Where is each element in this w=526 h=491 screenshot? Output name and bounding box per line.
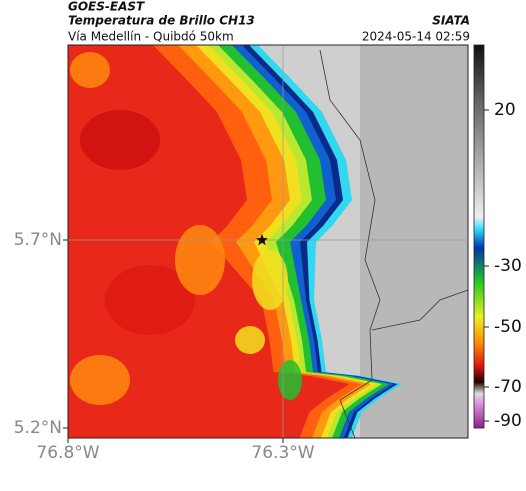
cloud-blob bbox=[80, 110, 160, 170]
lon-label: 76.3°W bbox=[251, 443, 314, 463]
cloud-blob bbox=[70, 52, 110, 88]
cloud-blob bbox=[252, 250, 288, 310]
lat-label: 5.2°N bbox=[14, 418, 62, 438]
title: GOES-EAST bbox=[68, 0, 145, 14]
cloud-blob bbox=[70, 355, 130, 405]
lat-label: 5.7°N bbox=[14, 230, 62, 250]
cloud-blob bbox=[235, 326, 265, 354]
colorbar-tick-label: -70 bbox=[494, 377, 522, 397]
colorbar-tick-label: -50 bbox=[494, 317, 522, 337]
map-area bbox=[68, 45, 468, 438]
colorbar bbox=[473, 44, 485, 429]
admin-border bbox=[319, 49, 381, 438]
location: Vía Medellín - Quibdó 50km bbox=[68, 30, 234, 44]
terrain bbox=[360, 45, 468, 438]
colorbar-tick-label: 20 bbox=[494, 100, 516, 120]
cloud-blob bbox=[278, 360, 302, 400]
colorbar-tick-label: -90 bbox=[494, 411, 522, 431]
subtitle: Temperatura de Brillo CH13 bbox=[68, 14, 255, 28]
colorbar-tick-label: -30 bbox=[494, 256, 522, 276]
brand: SIATA bbox=[432, 14, 470, 28]
location-marker bbox=[256, 234, 268, 246]
lon-label: 76.8°W bbox=[36, 443, 99, 463]
map-frame bbox=[67, 44, 469, 439]
cloud-blob bbox=[105, 265, 195, 335]
admin-border bbox=[371, 289, 468, 331]
datetime: 2024-05-14 02:59 bbox=[362, 30, 470, 44]
cloud-blob bbox=[175, 225, 225, 295]
